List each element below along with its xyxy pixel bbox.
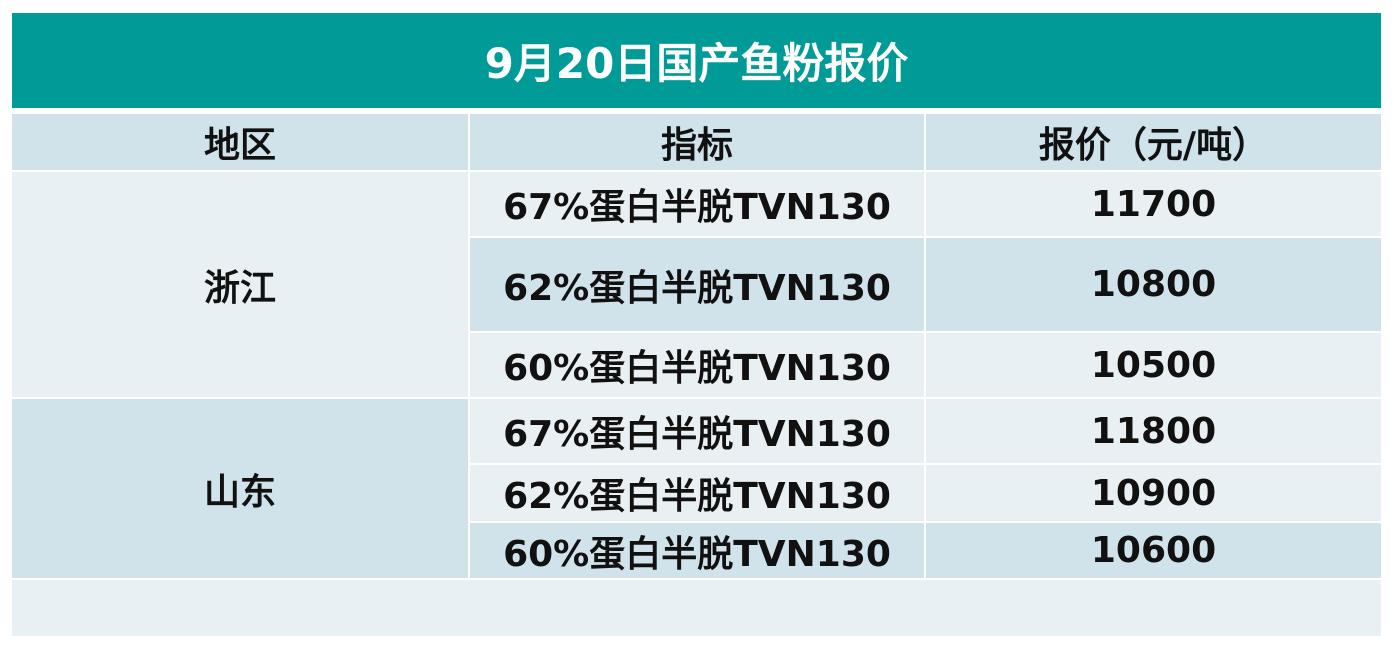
- indicator-cell: 62%蛋白半脱TVN130: [470, 238, 924, 331]
- price-cell: 10900: [926, 465, 1381, 521]
- indicator-cell: 62%蛋白半脱TVN130: [470, 465, 924, 521]
- empty-row: [12, 580, 1381, 636]
- indicator-cell: 60%蛋白半脱TVN130: [470, 523, 924, 578]
- price-cell: 11800: [926, 399, 1381, 463]
- table-title: 9月20日国产鱼粉报价: [12, 13, 1381, 108]
- price-cell: 10600: [926, 523, 1381, 578]
- column-header: 地区: [12, 114, 468, 170]
- indicator-cell: 60%蛋白半脱TVN130: [470, 333, 924, 397]
- indicator-cell: 67%蛋白半脱TVN130: [470, 399, 924, 463]
- column-header: 报价（元/吨）: [926, 114, 1381, 170]
- column-header: 指标: [470, 114, 924, 170]
- price-cell: 10800: [926, 238, 1381, 331]
- indicator-cell: 67%蛋白半脱TVN130: [470, 172, 924, 236]
- region-cell: 浙江: [12, 172, 468, 397]
- region-cell: 山东: [12, 399, 468, 578]
- price-cell: 10500: [926, 333, 1381, 397]
- price-cell: 11700: [926, 172, 1381, 236]
